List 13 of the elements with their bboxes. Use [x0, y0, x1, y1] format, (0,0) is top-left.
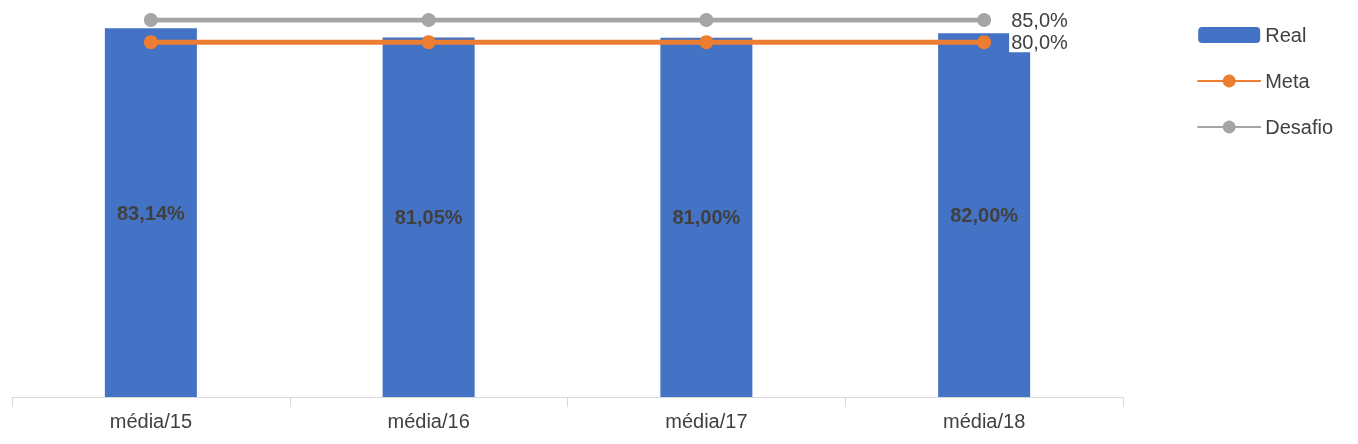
x-tick-label: média/15 [109, 410, 193, 432]
data-label: 82,00% [950, 204, 1019, 227]
legend-label: Real [1265, 24, 1307, 46]
data-label: 83,14% [116, 201, 185, 224]
x-tick-label: média/16 [387, 410, 470, 432]
x-tick-label: média/17 [665, 410, 748, 432]
legend-label: Meta [1265, 70, 1311, 92]
x-tick-label: média/18 [942, 410, 1026, 432]
data-label: 81,05% [394, 206, 463, 229]
legend-label: Desafio [1265, 116, 1333, 138]
data-label: 80,0% [1011, 31, 1069, 54]
data-label: 81,00% [672, 206, 741, 229]
data-label: 85,0% [1011, 9, 1069, 31]
